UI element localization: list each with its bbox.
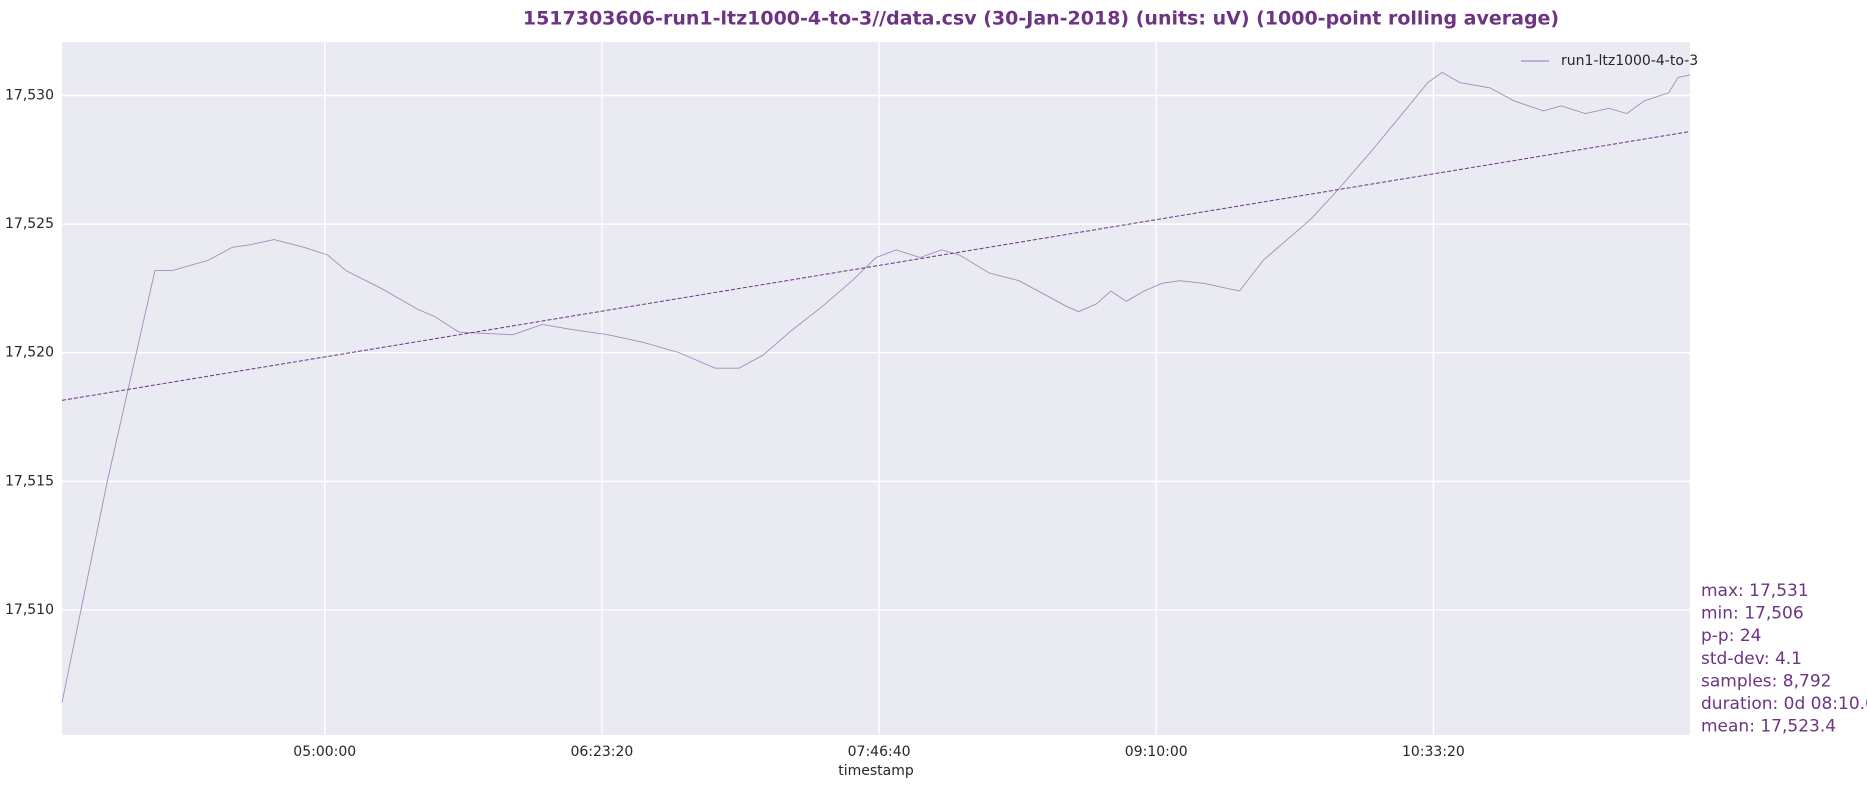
stat-text: mean: 17,523.4 — [1701, 717, 1836, 737]
chart-title: 1517303606-run1-ltz1000-4-to-3//data.csv… — [523, 8, 1559, 30]
x-tick-label: 06:23:20 — [570, 744, 633, 760]
y-tick-label: 17,530 — [5, 88, 54, 104]
x-axis-label: timestamp — [838, 763, 914, 779]
x-tick-label: 10:33:20 — [1402, 744, 1465, 760]
stat-text: max: 17,531 — [1701, 581, 1809, 601]
stat-text: duration: 0d 08:10.09 — [1701, 694, 1867, 714]
y-tick-label: 17,520 — [5, 345, 54, 361]
stat-text: samples: 8,792 — [1701, 671, 1831, 691]
plot-area — [62, 42, 1690, 735]
legend-label: run1-ltz1000-4-to-3 — [1561, 53, 1698, 69]
x-tick-label: 05:00:00 — [293, 744, 356, 760]
x-tick-label: 09:10:00 — [1125, 744, 1188, 760]
trend-line — [61, 131, 1691, 401]
stat-text: std-dev: 4.1 — [1701, 649, 1802, 669]
stat-text: min: 17,506 — [1701, 604, 1804, 624]
data-line — [61, 71, 1691, 703]
y-tick-label: 17,510 — [5, 602, 54, 618]
y-tick-label: 17,515 — [5, 473, 54, 489]
y-tick-label: 17,525 — [5, 216, 54, 232]
stat-text: p-p: 24 — [1701, 626, 1761, 646]
x-tick-label: 07:46:40 — [848, 744, 911, 760]
